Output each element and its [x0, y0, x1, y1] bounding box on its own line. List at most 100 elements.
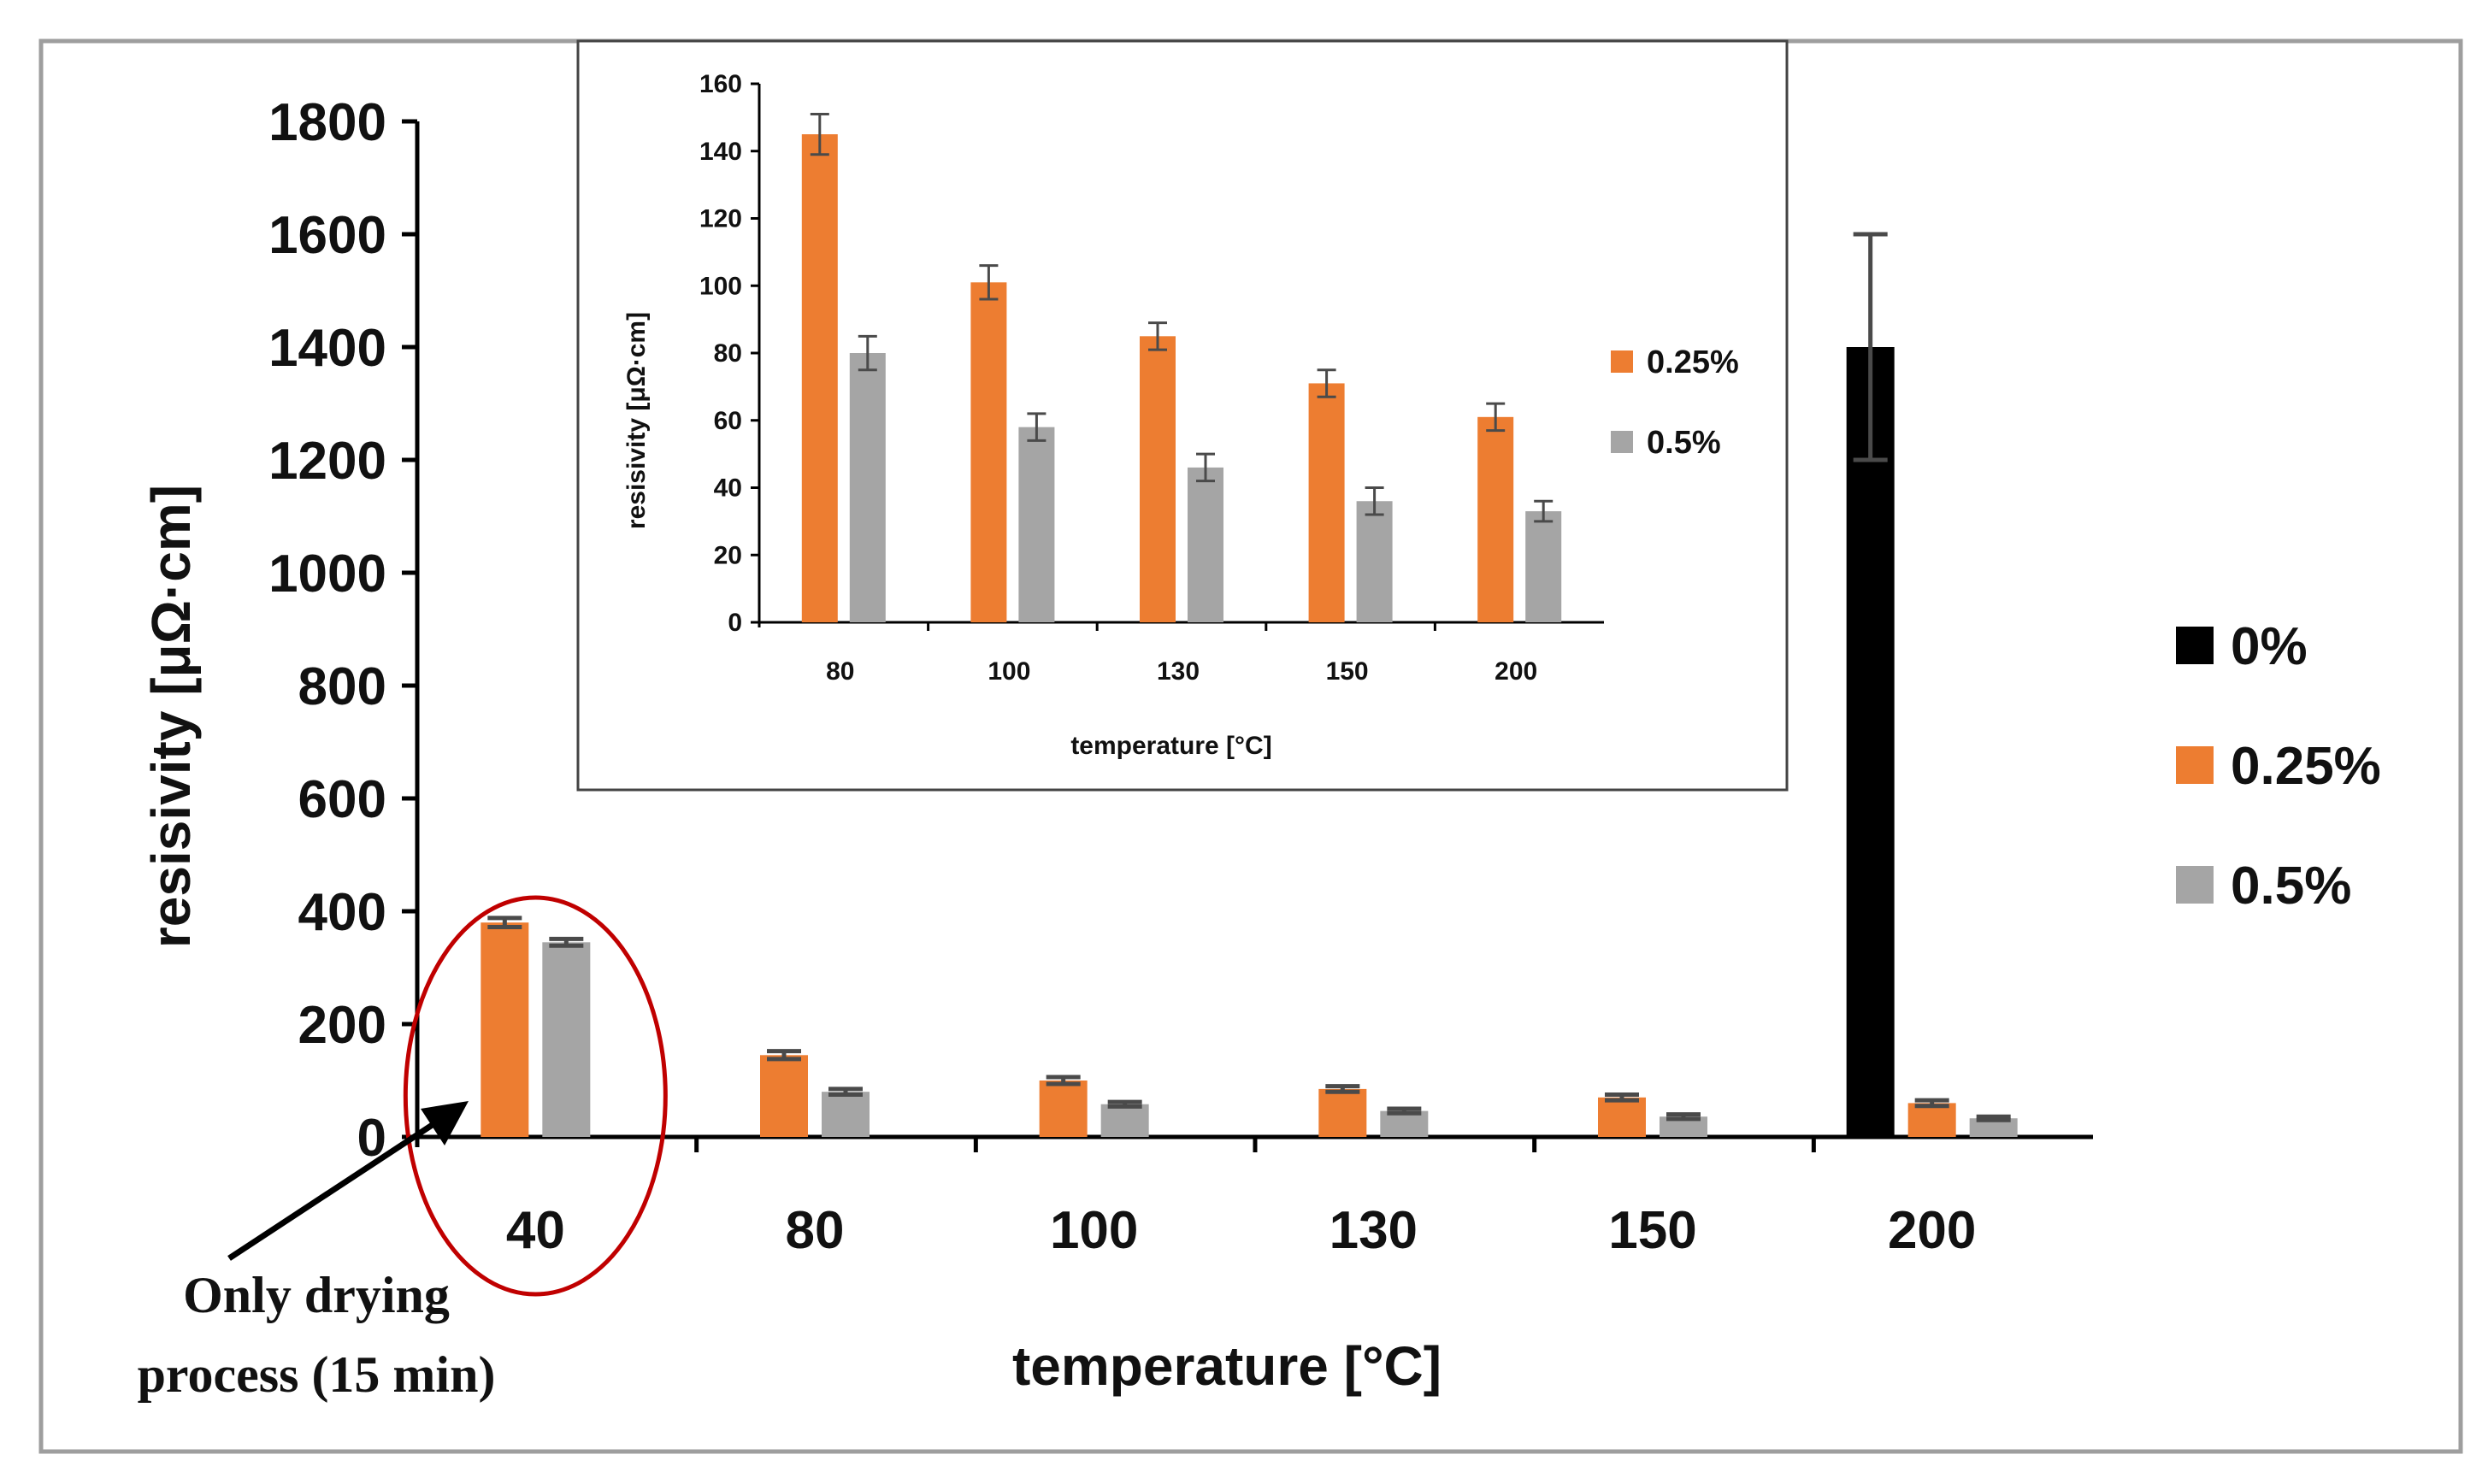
annotation-arrow: [227, 1101, 469, 1261]
inset-y-tick-60: 60: [714, 407, 742, 435]
inset-errorbar-0-25pct-130: [1148, 321, 1167, 351]
main-bar-0-5pct-150: [1660, 1116, 1707, 1137]
inset-x-tick-80: 80: [826, 657, 854, 686]
inset-legend-label-0-5pct: 0.5%: [1647, 425, 1721, 461]
main-errorbar-0-25pct-200: [1914, 1098, 1949, 1109]
inset-bar-0-5pct-130: [1188, 467, 1223, 622]
inset-x-tick-130: 130: [1157, 657, 1200, 686]
inset-errorbar-0-25pct-200: [1486, 402, 1506, 433]
main-errorbar-0-5pct-100: [1107, 1099, 1142, 1109]
main-bar-0-25pct-40: [481, 922, 529, 1137]
main-errorbar-0pct-200: [1853, 232, 1888, 462]
main-legend-label-0-5pct: 0.5%: [2231, 857, 2351, 916]
main-bar-0-25pct-80: [760, 1055, 808, 1137]
main-bar-0-25pct-200: [1907, 1103, 1956, 1137]
inset-legend-item-0-5pct: 0.5%: [1611, 425, 1721, 461]
main-x-tick-80: 80: [786, 1201, 845, 1260]
inset-y-tick-20: 20: [714, 541, 742, 569]
inset-errorbar-0-25pct-150: [1317, 368, 1336, 398]
main-bar-0-5pct-40: [542, 942, 591, 1137]
inset-y-tick-0: 0: [728, 609, 742, 637]
main-errorbar-0-5pct-130: [1387, 1106, 1422, 1116]
main-x-axis-title: temperature [°C]: [1012, 1335, 1442, 1397]
main-x-tick-200: 200: [1888, 1201, 1976, 1260]
main-errorbar-0-5pct-200: [1976, 1114, 2011, 1122]
inset-bar-0-25pct-100: [970, 282, 1007, 622]
annotation-line-2: process (15 min): [138, 1346, 496, 1403]
main-x-tick-130: 130: [1329, 1201, 1418, 1260]
inset-legend-swatch-0-25pct: [1611, 350, 1633, 373]
main-errorbar-0-5pct-150: [1666, 1112, 1701, 1122]
inset-errorbar-0-25pct-80: [810, 112, 829, 156]
main-y-tick-1800: 1800: [268, 93, 386, 152]
inset-x-axis-title: temperature [°C]: [1070, 732, 1271, 760]
annotation: Only drying process (15 min): [138, 895, 668, 1403]
inset-legend-label-0-25pct: 0.25%: [1647, 344, 1739, 380]
inset-y-tick-120: 120: [699, 205, 742, 233]
main-errorbar-0-25pct-150: [1605, 1092, 1639, 1103]
inset-bar-0-25pct-150: [1308, 383, 1345, 622]
inset-y-tick-80: 80: [714, 339, 742, 368]
inset-errorbar-0-5pct-130: [1196, 452, 1215, 483]
inset-bar-0-25pct-130: [1140, 336, 1176, 622]
main-bar-0-25pct-100: [1039, 1081, 1088, 1137]
inset-bar-0-5pct-200: [1525, 511, 1562, 622]
main-y-tick-200: 200: [298, 996, 386, 1055]
inset-x-tick-200: 200: [1495, 657, 1537, 686]
main-x-tick-150: 150: [1608, 1201, 1696, 1260]
main-y-tick-800: 800: [298, 657, 386, 716]
inset-y-tick-100: 100: [699, 272, 742, 300]
inset-legend-item-0-25pct: 0.25%: [1611, 344, 1739, 380]
main-bar-0-5pct-100: [1100, 1104, 1149, 1137]
main-bar-0-25pct-150: [1598, 1097, 1646, 1137]
inset-errorbar-0-5pct-200: [1534, 499, 1554, 523]
inset-y-tick-40: 40: [714, 474, 742, 503]
main-legend-label-0pct: 0%: [2231, 617, 2308, 676]
main-x-tick-100: 100: [1050, 1201, 1138, 1260]
main-bar-0-5pct-80: [822, 1092, 870, 1137]
inset-x-tick-100: 100: [988, 657, 1030, 686]
inset-y-axis-title: resisivity [μΩ·cm]: [622, 312, 651, 529]
inset-inset-frame: [576, 39, 1789, 792]
inset-legend: 0.25% 0.5%: [1611, 344, 1739, 461]
main-x-tick-40: 40: [506, 1201, 565, 1260]
main-bar-0pct-200: [1846, 347, 1895, 1137]
main-legend-item-0pct: 0%: [2176, 617, 2308, 676]
main-errorbar-0-25pct-100: [1046, 1075, 1081, 1086]
main-legend-swatch-0pct: [2176, 627, 2214, 664]
inset-bar-0-25pct-80: [801, 134, 838, 622]
main-y-tick-1400: 1400: [268, 319, 386, 378]
inset-errorbar-0-5pct-80: [858, 334, 877, 372]
inset-y-tick-160: 160: [699, 70, 742, 98]
main-legend-item-0-25pct: 0.25%: [2176, 737, 2381, 796]
inset-bar-0-5pct-150: [1356, 501, 1393, 622]
inset-bar-0-5pct-80: [849, 353, 886, 622]
main-bar-0-25pct-130: [1318, 1088, 1367, 1137]
inset-chart: 0 20 40 60 80 100 120 140 160 80 100 130 150 200 tempe…: [576, 39, 1789, 792]
inset-errorbar-0-5pct-100: [1027, 412, 1046, 442]
main-legend-label-0-25pct: 0.25%: [2231, 737, 2381, 796]
main-legend-item-0-5pct: 0.5%: [2176, 857, 2351, 916]
highlight-ellipse: [403, 895, 668, 1297]
annotation-line-1: Only drying: [183, 1267, 450, 1323]
main-y-tick-400: 400: [298, 883, 386, 942]
inset-errorbar-0-5pct-150: [1365, 486, 1384, 516]
main-y-tick-1600: 1600: [268, 206, 386, 265]
main-errorbar-0-25pct-130: [1325, 1084, 1360, 1094]
inset-legend-swatch-0-5pct: [1611, 431, 1633, 453]
main-y-tick-600: 600: [298, 770, 386, 829]
main-legend-swatch-0-25pct: [2176, 746, 2214, 784]
main-bar-0-5pct-200: [1969, 1118, 2018, 1137]
main-y-tick-1000: 1000: [268, 545, 386, 604]
main-y-axis-title: resisivity [μΩ·cm]: [140, 485, 202, 948]
inset-bar-0-25pct-200: [1477, 416, 1514, 622]
inset-x-tick-150: 150: [1326, 657, 1369, 686]
main-errorbar-0-5pct-40: [549, 936, 584, 948]
main-legend: 0% 0.25% 0.5%: [2176, 617, 2381, 916]
inset-y-tick-140: 140: [699, 138, 742, 166]
main-y-tick-1200: 1200: [268, 432, 386, 491]
inset-errorbar-0-25pct-100: [979, 264, 999, 301]
main-legend-swatch-0-5pct: [2176, 866, 2214, 904]
